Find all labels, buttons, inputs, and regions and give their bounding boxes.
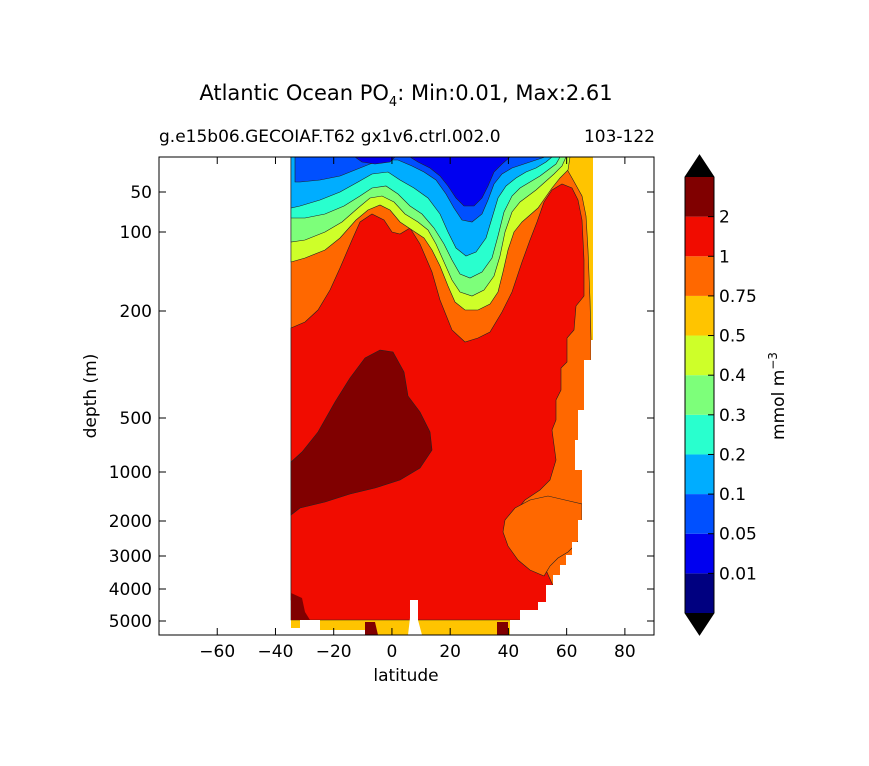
colorbar-extend-max bbox=[685, 155, 714, 177]
contour-field bbox=[290, 157, 654, 635]
title-prefix: Atlantic Ocean PO bbox=[199, 81, 389, 105]
colorbar-tick-label: 0.5 bbox=[719, 327, 746, 347]
y-tick-label: 2000 bbox=[109, 512, 152, 532]
y-tick-label: 200 bbox=[120, 302, 152, 322]
colorbar-tick-label: 0.75 bbox=[719, 287, 757, 307]
x-tick-label: −20 bbox=[316, 642, 352, 662]
colorbar-tick-label: 0.4 bbox=[719, 366, 746, 386]
title-suffix: : Min:0.01, Max:2.61 bbox=[397, 81, 612, 105]
y-tick-label: 100 bbox=[120, 223, 152, 243]
y-tick-label: 5000 bbox=[109, 612, 152, 632]
y-axis: 50 100 200 500 1000 2000 3000 4000 5000 bbox=[109, 183, 654, 632]
colorbar-segment bbox=[685, 335, 714, 376]
band-0.75-1-deep bbox=[502, 495, 583, 577]
colorbar-segment bbox=[685, 295, 714, 336]
x-axis: −60 −40 −20 0 20 40 60 80 bbox=[199, 157, 636, 662]
x-tick-label: 40 bbox=[498, 642, 520, 662]
colorbar-tick-label: 0.2 bbox=[719, 445, 746, 465]
colorbar-tick-label: 0.3 bbox=[719, 406, 746, 426]
x-tick-label: −40 bbox=[258, 642, 294, 662]
colorbar-label: mmol m−3 bbox=[766, 352, 789, 440]
y-tick-label: 500 bbox=[120, 409, 152, 429]
colorbar-segment bbox=[685, 256, 714, 296]
band-above-2 bbox=[290, 349, 433, 516]
subtitle-left: g.e15b06.GECOIAF.T62 gx1v6.ctrl.002.0 bbox=[159, 127, 501, 147]
subtitle-right: 103-122 bbox=[584, 127, 655, 147]
colorbar-outline bbox=[684, 154, 715, 636]
colorbar: 0.01 0.05 0.1 0.2 0.3 0.4 0.5 0.75 1 2 bbox=[684, 154, 757, 636]
colorbar-tick-label: 0.01 bbox=[719, 564, 757, 584]
land-mask-right bbox=[510, 157, 654, 635]
x-tick-label: 20 bbox=[439, 642, 461, 662]
land-mask-midridge bbox=[408, 600, 422, 635]
x-tick-label: 80 bbox=[614, 642, 636, 662]
x-tick-label: 0 bbox=[387, 642, 398, 662]
colorbar-segment bbox=[685, 177, 714, 217]
colorbar-tick-label: 2 bbox=[719, 208, 730, 228]
colorbar-extend-min bbox=[685, 613, 714, 635]
y-tick-label: 1000 bbox=[109, 463, 152, 483]
colorbar-unit: mmol m bbox=[769, 370, 789, 440]
y-tick-label: 50 bbox=[130, 183, 152, 203]
colorbar-unit-exponent: −3 bbox=[766, 352, 780, 370]
colorbar-segment bbox=[685, 216, 714, 257]
x-axis-label: latitude bbox=[373, 666, 438, 686]
land-mask-floor bbox=[320, 630, 365, 635]
x-tick-label: −60 bbox=[199, 642, 235, 662]
colorbar-segment bbox=[685, 375, 714, 415]
y-tick-label: 3000 bbox=[109, 547, 152, 567]
colorbar-tick-label: 0.05 bbox=[719, 525, 757, 545]
colorbar-segment bbox=[685, 454, 714, 495]
colorbar-segment bbox=[685, 573, 714, 613]
colorbar-segment bbox=[685, 494, 714, 534]
land-mask-bottom bbox=[291, 620, 320, 635]
colorbar-tick-label: 1 bbox=[719, 247, 730, 267]
band-0.01-0.05 bbox=[354, 157, 511, 207]
y-axis-label: depth (m) bbox=[81, 354, 101, 439]
chart-title: Atlantic Ocean PO4: Min:0.01, Max:2.61 bbox=[199, 81, 612, 110]
title-subscript: 4 bbox=[389, 95, 397, 110]
plot-frame bbox=[158, 156, 655, 636]
y-tick-label: 4000 bbox=[109, 580, 152, 600]
colorbar-tick-label: 0.1 bbox=[719, 485, 746, 505]
x-tick-label: 60 bbox=[556, 642, 578, 662]
colorbar-segment bbox=[685, 533, 714, 574]
colorbar-segment bbox=[685, 414, 714, 455]
